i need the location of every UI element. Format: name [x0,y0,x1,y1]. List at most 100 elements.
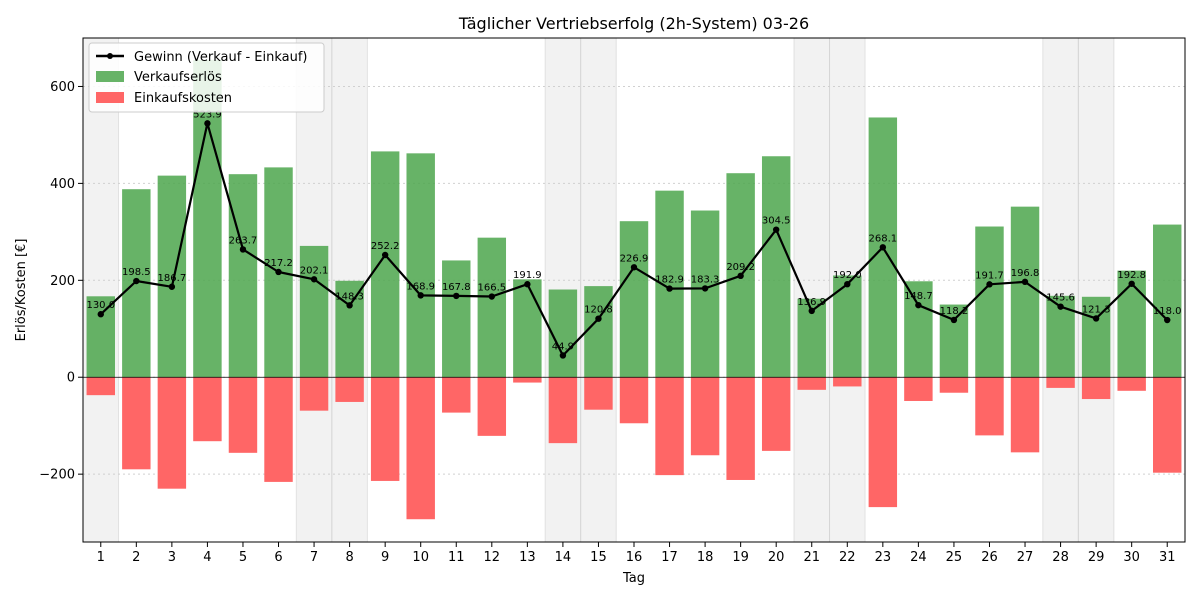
x-tick-label: 22 [839,550,856,565]
x-tick-label: 24 [910,550,927,565]
profit-data-label: 226.9 [620,253,649,264]
weekend-band [1042,37,1079,543]
profit-point [1021,278,1029,286]
profit-data-label: 136.9 [797,297,826,308]
revenue-bar [1010,206,1040,378]
cost-bar [655,377,684,476]
profit-data-label: 196.8 [1011,268,1040,279]
profit-point [204,120,211,127]
profit-data-label: 145.6 [1046,293,1075,304]
profit-data-label: 183.3 [691,274,720,285]
cost-bar [548,377,578,444]
cost-bar [299,377,329,411]
bars-group [86,59,1182,520]
weekend-band [82,37,120,543]
x-tick-label: 5 [239,550,247,565]
profit-point [97,311,104,318]
cost-bar [975,377,1004,436]
revenue-bar [548,289,578,378]
profit-point [275,268,282,276]
revenue-bar [157,175,187,378]
profit-data-label: 191.7 [975,270,1004,281]
cost-bar [797,377,826,390]
profit-point [1092,315,1100,322]
profit-point [381,251,389,259]
profit-point [346,302,353,309]
profit-data-label: 118.2 [940,306,969,317]
revenue-bar [86,296,115,378]
x-tick-label: 19 [732,550,749,565]
x-tick-label: 20 [768,550,785,565]
legend: Gewinn (Verkauf - Einkauf) Verkaufserlös… [88,42,325,113]
revenue-bar [1153,224,1182,378]
profit-point [915,301,922,309]
x-tick-label: 3 [168,550,176,565]
profit-data-label: 148.7 [904,291,933,302]
cost-bar [406,377,435,520]
cost-bar [584,377,613,410]
profit-data-label: 304.5 [762,216,791,227]
profit-data-label: 268.1 [869,233,898,244]
x-tick-label: 1 [97,550,105,565]
profit-point [524,281,531,288]
chart-title: Täglicher Vertriebserfolg (2h-System) 03… [458,14,809,33]
revenue-bar [584,286,613,378]
profit-point [595,315,602,322]
cost-bar [193,377,222,442]
cost-bar [939,377,969,393]
cost-bar [477,377,507,436]
y-tick-label: 0 [67,371,75,386]
profit-data-label: 217.2 [264,258,293,269]
profit-data-label: 121.3 [1082,304,1111,315]
y-tick-label: 400 [50,177,75,192]
profit-point [950,316,958,324]
legend-profit-marker [107,53,113,59]
profit-data-label: 44.9 [552,341,574,352]
x-tick-label: 4 [203,550,211,565]
profit-point [808,307,815,315]
x-tick-label: 8 [345,550,353,565]
profit-data-label: 209.2 [726,262,755,273]
profit-data-label: 263.7 [229,235,258,246]
profit-point [417,292,424,299]
profit-point [666,285,673,292]
profit-data-label: 182.9 [655,275,684,286]
cost-bar [726,377,755,480]
profit-data-label: 118.0 [1153,306,1182,317]
profit-data-label: 167.8 [442,282,471,293]
profit-data-label: 120.8 [584,305,613,316]
cost-bar [619,377,649,424]
revenue-bar [370,151,400,378]
x-tick-label: 30 [1123,550,1140,565]
profit-point [630,264,638,271]
profit-data-label: 186.7 [158,273,187,284]
x-tick-label: 11 [448,550,465,565]
revenue-bar [513,279,542,378]
profit-point [1057,303,1064,310]
x-tick-label: 2 [132,550,140,565]
x-tick-label: 15 [590,550,607,565]
x-tick-label: 21 [803,550,820,565]
cost-bar [228,377,258,453]
profit-point [168,283,176,290]
revenue-bar [406,153,435,378]
y-tick-label: −200 [39,468,75,483]
cost-bar [1081,377,1111,400]
revenue-bar [619,221,649,378]
x-tick-label: 18 [697,550,714,565]
profit-point [701,285,709,292]
profit-point [772,226,780,233]
revenue-bar [442,260,471,378]
profit-point [986,281,993,288]
cost-bar [904,377,933,401]
revenue-bar [975,226,1004,378]
x-axis-label: Tag [622,571,645,586]
cost-bar [122,377,151,470]
profit-data-label: 166.5 [477,283,506,294]
cost-bar [513,377,542,383]
revenue-bar [477,237,507,378]
weekend-band [793,37,831,543]
legend-revenue-swatch [96,71,124,82]
